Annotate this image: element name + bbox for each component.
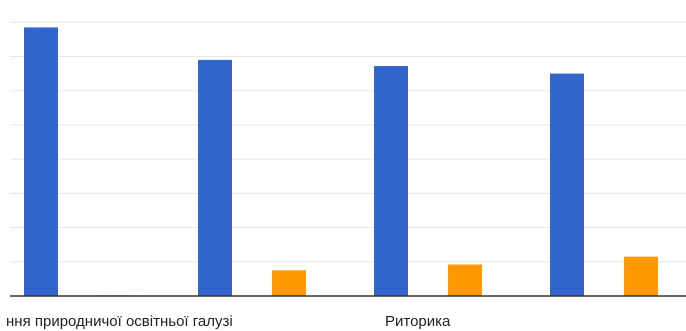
bar (198, 59, 232, 297)
bar (272, 270, 306, 296)
x-tick-label: Риторика (385, 313, 451, 330)
gridlines (10, 21, 686, 297)
bar (448, 264, 482, 296)
bars (24, 27, 658, 297)
x-tick-label: ння природничої освітньої галузі (6, 313, 233, 330)
bar (624, 256, 658, 296)
bar (24, 27, 58, 297)
bar (374, 66, 408, 296)
bar (550, 73, 584, 296)
